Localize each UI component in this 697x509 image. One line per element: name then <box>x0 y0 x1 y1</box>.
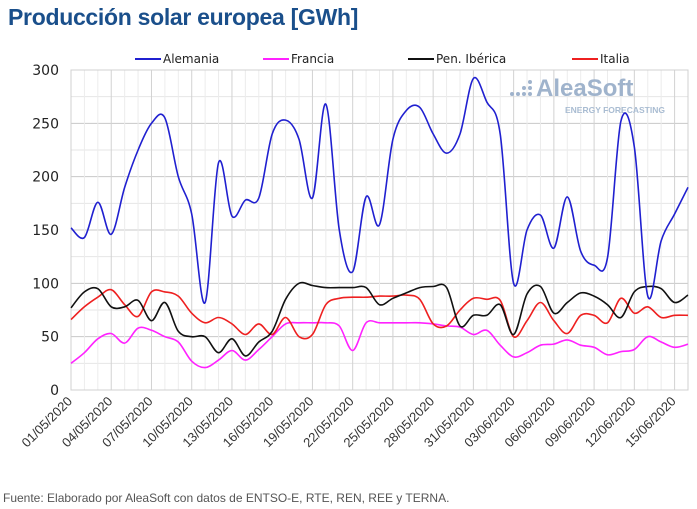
legend-label-italia: Italia <box>600 52 630 66</box>
plot-border <box>70 69 689 391</box>
source-note: Fuente: Elaborado por AleaSoft con datos… <box>3 491 450 505</box>
legend-item-alemania: Alemania <box>135 52 219 66</box>
y-tick-label: 100 <box>32 276 59 292</box>
legend-item-pen-ib-rica: Pen. Ibérica <box>408 52 506 66</box>
legend-label-pen-ib-rica: Pen. Ibérica <box>436 52 506 66</box>
y-tick-label: 150 <box>32 223 59 239</box>
series-line-italia <box>70 288 689 340</box>
series-alemania <box>70 76 689 304</box>
legend-item-italia: Italia <box>572 52 630 66</box>
y-tick-label: 300 <box>32 63 59 79</box>
y-tick-label: 50 <box>41 330 59 346</box>
chart-title: Producción solar europea [GWh] <box>8 4 359 30</box>
series-pen-ib-rica <box>70 281 689 357</box>
series-line-alemania <box>70 76 689 304</box>
watermark-tagline: ENERGY FORECASTING <box>565 105 665 115</box>
aleasoft-watermark: AleaSoft ENERGY FORECASTING <box>510 75 665 115</box>
series-line-pen-ib-rica <box>70 281 689 357</box>
y-tick-label: 200 <box>32 170 59 186</box>
aleasoft-logo-dots-icon <box>510 80 532 96</box>
watermark-brand: AleaSoft <box>536 75 633 102</box>
legend-label-francia: Francia <box>291 52 334 66</box>
series-francia <box>70 319 689 369</box>
series-italia <box>70 288 689 340</box>
grid <box>70 69 689 391</box>
y-tick-label: 0 <box>50 383 59 399</box>
y-tick-label: 250 <box>32 116 59 132</box>
legend-item-francia: Francia <box>263 52 334 66</box>
legend-label-alemania: Alemania <box>163 52 219 66</box>
